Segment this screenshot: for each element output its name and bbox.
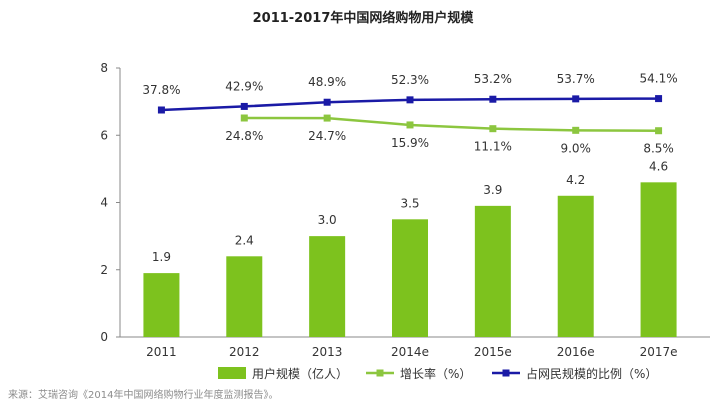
series-value-label: 54.1% — [640, 72, 678, 86]
x-tick-label: 2014e — [391, 345, 429, 359]
y-tick-label: 6 — [100, 128, 108, 142]
x-tick-label: 2016e — [557, 345, 595, 359]
bar — [309, 236, 346, 337]
series-marker — [655, 95, 663, 103]
y-tick-label: 2 — [100, 263, 108, 277]
legend-label: 用户规模（亿人） — [252, 366, 348, 381]
series-value-label: 15.9% — [391, 136, 429, 150]
series-marker — [489, 125, 497, 133]
bars: 1.9 2.4 3.0 3.5 3.9 4.2 4.6 — [143, 159, 677, 337]
bar-value-label: 3.0 — [318, 213, 337, 227]
series-value-label: 24.8% — [225, 129, 263, 143]
series-marker — [406, 121, 414, 129]
axes: 0 2 4 6 8 2011 2012 2013 2014e 2015e 2016e 2017e — [100, 61, 710, 359]
series-marker — [572, 126, 580, 134]
bar-value-label: 3.9 — [483, 183, 502, 197]
series-value-label: 11.1% — [474, 140, 512, 154]
series-value-label: 37.8% — [142, 83, 180, 97]
x-tick-label: 2013 — [312, 345, 343, 359]
series-marker — [323, 98, 331, 106]
bar-value-label: 2.4 — [235, 233, 254, 247]
x-tick-label: 2011 — [146, 345, 177, 359]
series-value-label: 53.2% — [474, 72, 512, 86]
bar — [392, 219, 428, 337]
series-value-label: 52.3% — [391, 73, 429, 87]
series-marker — [489, 95, 497, 103]
bar-value-label: 1.9 — [152, 250, 171, 264]
series-marker — [406, 96, 414, 104]
x-tick-label: 2017e — [640, 345, 678, 359]
series-value-label: 9.0% — [560, 141, 591, 155]
legend-label: 占网民规模的比例（%） — [526, 366, 657, 381]
bar — [143, 273, 180, 337]
series-marker — [240, 114, 248, 122]
x-tick-label: 2012 — [229, 345, 260, 359]
series-marker — [157, 106, 165, 114]
lines: 37.8% 42.9% 48.9% 52.3% 53.2% 53.7% 54.1% 24.8%… — [142, 72, 677, 156]
legend: 用户规模（亿人） 增长率（%） 占网民规模的比例（%） — [218, 366, 657, 381]
series-line — [244, 116, 659, 132]
source-note: 来源：艾瑞咨询《2014年中国网络购物行业年度监测报告》。 — [8, 390, 279, 401]
bar — [640, 182, 677, 337]
bar — [226, 256, 263, 337]
chart-title: 2011-2017年中国网络购物用户规模 — [253, 10, 475, 26]
series-marker — [655, 127, 663, 135]
series-value-label: 48.9% — [308, 75, 346, 89]
series-value-label: 53.7% — [557, 72, 595, 86]
series-marker — [572, 95, 580, 103]
legend-swatch — [218, 367, 246, 379]
y-tick-label: 8 — [100, 61, 108, 75]
legend-label: 增长率（%） — [400, 366, 471, 381]
bar-value-label: 3.5 — [400, 196, 419, 210]
bar-value-label: 4.2 — [566, 173, 585, 187]
series-marker — [240, 102, 248, 110]
bar — [557, 195, 594, 337]
series-value-label: 24.7% — [308, 129, 346, 143]
series-value-label: 42.9% — [225, 79, 263, 93]
x-tick-label: 2015e — [474, 345, 512, 359]
bar — [474, 205, 511, 337]
series-value-label: 8.5% — [643, 142, 674, 156]
legend-marker — [502, 369, 510, 377]
y-tick-label: 4 — [100, 196, 108, 210]
series-marker — [323, 114, 331, 122]
legend-marker — [376, 369, 384, 377]
bar-value-label: 4.6 — [649, 159, 668, 173]
y-tick-label: 0 — [100, 330, 108, 344]
